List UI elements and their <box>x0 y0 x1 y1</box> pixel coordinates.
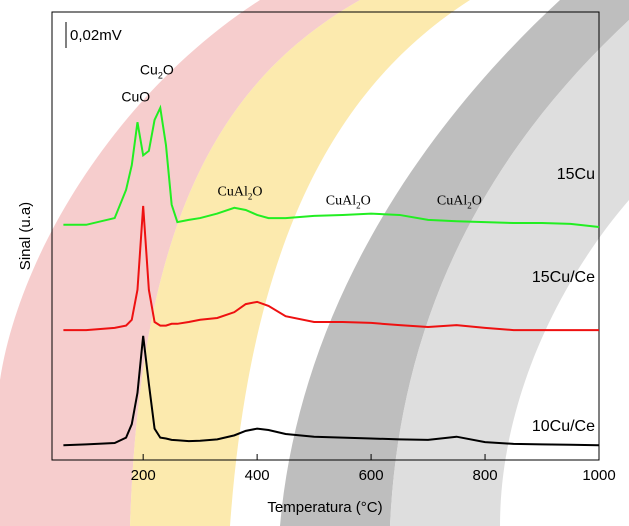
peak-label-part: CuAl <box>437 194 467 209</box>
peak-label: CuAl2O <box>218 185 263 202</box>
peak-label-part: CuAl <box>326 194 356 209</box>
peak-label-part: O <box>163 62 174 78</box>
chart: Temperatura (°C) Sinal (u.a) 0,02mV 200 4… <box>0 0 629 526</box>
series-label: 15Cu/Ce <box>532 269 595 286</box>
peak-label-part: O <box>252 185 262 200</box>
scale-label: 0,02mV <box>70 27 122 44</box>
series-label: 10Cu/Ce <box>532 418 595 435</box>
peak-label-part: O <box>361 194 371 209</box>
peak-label: CuAl2O <box>326 194 371 211</box>
x-axis-label: Temperatura (°C) <box>267 499 382 516</box>
page: {"chart_data": {"type": "line", "x_label… <box>0 0 629 526</box>
x-tick-label: 600 <box>359 467 384 484</box>
peak-label: CuO <box>121 89 150 105</box>
x-tick-label: 400 <box>245 467 270 484</box>
x-tick-label: 200 <box>131 467 156 484</box>
x-tick-label: 1000 <box>582 467 615 484</box>
y-axis-label: Sinal (u.a) <box>17 202 34 270</box>
series-label: 15Cu <box>557 166 595 183</box>
peak-label-part: CuO <box>121 89 150 105</box>
peak-label-part: CuAl <box>218 185 248 200</box>
peak-label-part: Cu <box>140 62 158 78</box>
peak-label-part: O <box>472 194 482 209</box>
x-tick-label: 800 <box>473 467 498 484</box>
peak-label: CuAl2O <box>437 194 482 211</box>
background-decoration <box>0 0 629 526</box>
